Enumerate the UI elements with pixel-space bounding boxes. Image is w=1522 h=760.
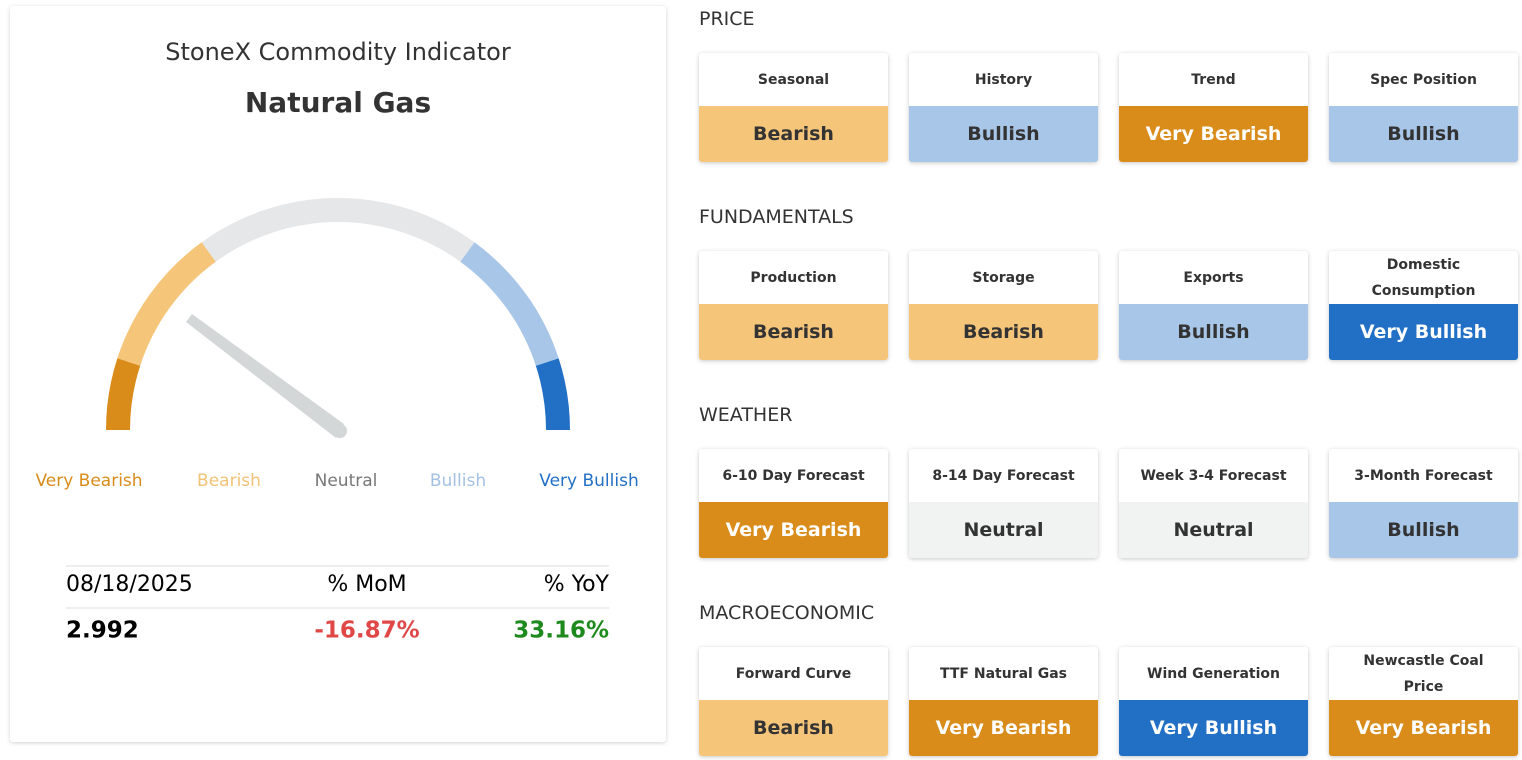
- card-status: Neutral: [1119, 502, 1308, 558]
- table-header: % MoM: [327, 572, 406, 597]
- indicator-card: History Bullish: [909, 53, 1098, 162]
- indicator-card: Domestic Consumption Very Bullish: [1329, 251, 1518, 360]
- card-status: Bullish: [1119, 304, 1308, 360]
- card-status: Bullish: [1329, 502, 1518, 558]
- indicator-card: Trend Very Bearish: [1119, 53, 1308, 162]
- card-status: Very Bearish: [1329, 700, 1518, 756]
- section-title: MACROECONOMIC: [699, 602, 875, 624]
- indicator-title: StoneX Commodity Indicator: [165, 38, 511, 66]
- indicator-card: 6-10 Day Forecast Very Bearish: [699, 449, 888, 558]
- card-label: Forward Curve: [735, 665, 852, 682]
- indicator-panel: StoneX Commodity Indicator Natural Gas 0…: [10, 6, 666, 742]
- card-status: Bearish: [699, 106, 888, 162]
- card-status: Bullish: [909, 106, 1098, 162]
- card-label: Newcastle Coal Price: [1363, 652, 1484, 695]
- needle-hub: [333, 424, 347, 438]
- card-label: Trend: [1191, 71, 1236, 88]
- card-status: Very Bearish: [699, 502, 888, 558]
- indicator-card: Production Bearish: [699, 251, 888, 360]
- card-label: Exports: [1183, 269, 1244, 286]
- card-label: Storage: [972, 269, 1035, 286]
- indicator-card: Storage Bearish: [909, 251, 1098, 360]
- card-status: Neutral: [909, 502, 1098, 558]
- gauge-label: Bullish: [430, 471, 486, 491]
- gauge-label: Bearish: [197, 471, 261, 491]
- section-title: FUNDAMENTALS: [699, 206, 854, 228]
- table-header: 08/18/2025: [66, 572, 193, 597]
- card-status: Bearish: [699, 304, 888, 360]
- card-label: Wind Generation: [1147, 665, 1280, 682]
- gauge: 08/18/2025 % MoM % YoY 2.992 -16.87% 33.…: [35, 198, 639, 644]
- card-label: 6-10 Day Forecast: [722, 467, 865, 484]
- card-status: Bullish: [1329, 106, 1518, 162]
- table-value: 2.992: [66, 618, 139, 644]
- indicator-card: 3-Month Forecast Bullish: [1329, 449, 1518, 558]
- gauge-label: Very Bearish: [35, 471, 142, 491]
- gauge-segment: [117, 242, 216, 366]
- gauge-segment: [201, 198, 475, 262]
- card-label: Domestic Consumption: [1371, 256, 1476, 299]
- card-status: Bearish: [699, 700, 888, 756]
- card-label: History: [974, 71, 1033, 88]
- card-label: Production: [750, 269, 837, 286]
- gauge-label: Very Bullish: [539, 471, 638, 491]
- card-status: Very Bearish: [1119, 106, 1308, 162]
- indicator-card: Seasonal Bearish: [699, 53, 888, 162]
- gauge-label: Neutral: [315, 471, 378, 491]
- section-title: WEATHER: [699, 404, 793, 426]
- card-label: 8-14 Day Forecast: [932, 467, 1075, 484]
- table-value: -16.87%: [314, 618, 419, 644]
- card-label: 3-Month Forecast: [1354, 467, 1493, 484]
- card-status: Very Bullish: [1119, 700, 1308, 756]
- section-title: PRICE: [699, 8, 755, 30]
- indicator-card: Wind Generation Very Bullish: [1119, 647, 1308, 756]
- card-label: Week 3-4 Forecast: [1140, 467, 1287, 484]
- indicator-card: Spec Position Bullish: [1329, 53, 1518, 162]
- indicator-subtitle: Natural Gas: [244, 86, 432, 119]
- card-label: Spec Position: [1370, 71, 1477, 88]
- table-value: 33.16%: [513, 618, 609, 644]
- card-status: Very Bearish: [909, 700, 1098, 756]
- card-status: Very Bullish: [1329, 304, 1518, 360]
- table-header: % YoY: [544, 572, 610, 597]
- card-label: Seasonal: [757, 71, 830, 88]
- indicator-card: Forward Curve Bearish: [699, 647, 888, 756]
- gauge-segment: [106, 358, 141, 431]
- gauge-segment: [535, 358, 570, 431]
- gauge-needle: [186, 314, 344, 438]
- indicator-card: Exports Bullish: [1119, 251, 1308, 360]
- card-status: Bearish: [909, 304, 1098, 360]
- card-label: TTF Natural Gas: [940, 665, 1067, 682]
- gauge-segment: [460, 242, 559, 366]
- indicator-card: 8-14 Day Forecast Neutral: [909, 449, 1098, 558]
- indicator-card: Newcastle Coal Price Very Bearish: [1329, 647, 1518, 756]
- indicator-card: Week 3-4 Forecast Neutral: [1119, 449, 1308, 558]
- indicator-card: TTF Natural Gas Very Bearish: [909, 647, 1098, 756]
